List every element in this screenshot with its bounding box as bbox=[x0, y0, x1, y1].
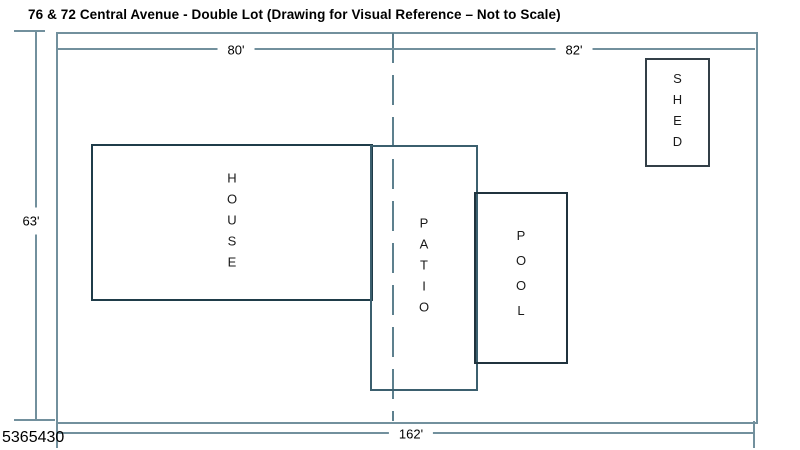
left-dimension-bottom-tick bbox=[14, 419, 55, 421]
dimension-label-80ft: 80' bbox=[217, 41, 255, 59]
photo-id: 5365430 bbox=[2, 429, 65, 446]
dimension-label-82ft: 82' bbox=[555, 41, 593, 59]
pool-outline: POOL bbox=[474, 192, 568, 364]
lot-divider-dashed-line bbox=[392, 33, 394, 421]
house-outline: HOUSE bbox=[91, 144, 373, 301]
patio-outline: PATIO bbox=[370, 145, 478, 391]
shed-outline: SHED bbox=[645, 58, 710, 167]
pool-label: POOL bbox=[513, 228, 529, 328]
lot-boundary bbox=[56, 32, 758, 424]
bottom-dimension-right-tick bbox=[753, 421, 755, 448]
top-dimension-line bbox=[57, 48, 755, 50]
left-dimension-top-tick bbox=[14, 30, 45, 32]
bottom-dimension-left-tick bbox=[56, 421, 58, 448]
dimension-label-63ft: 63' bbox=[19, 207, 43, 235]
patio-label: PATIO bbox=[416, 215, 432, 321]
shed-label: SHED bbox=[670, 70, 685, 155]
dimension-label-162ft: 162' bbox=[388, 425, 434, 443]
house-label: HOUSE bbox=[224, 170, 240, 275]
drawing-title: 76 & 72 Central Avenue - Double Lot (Dra… bbox=[28, 7, 561, 22]
